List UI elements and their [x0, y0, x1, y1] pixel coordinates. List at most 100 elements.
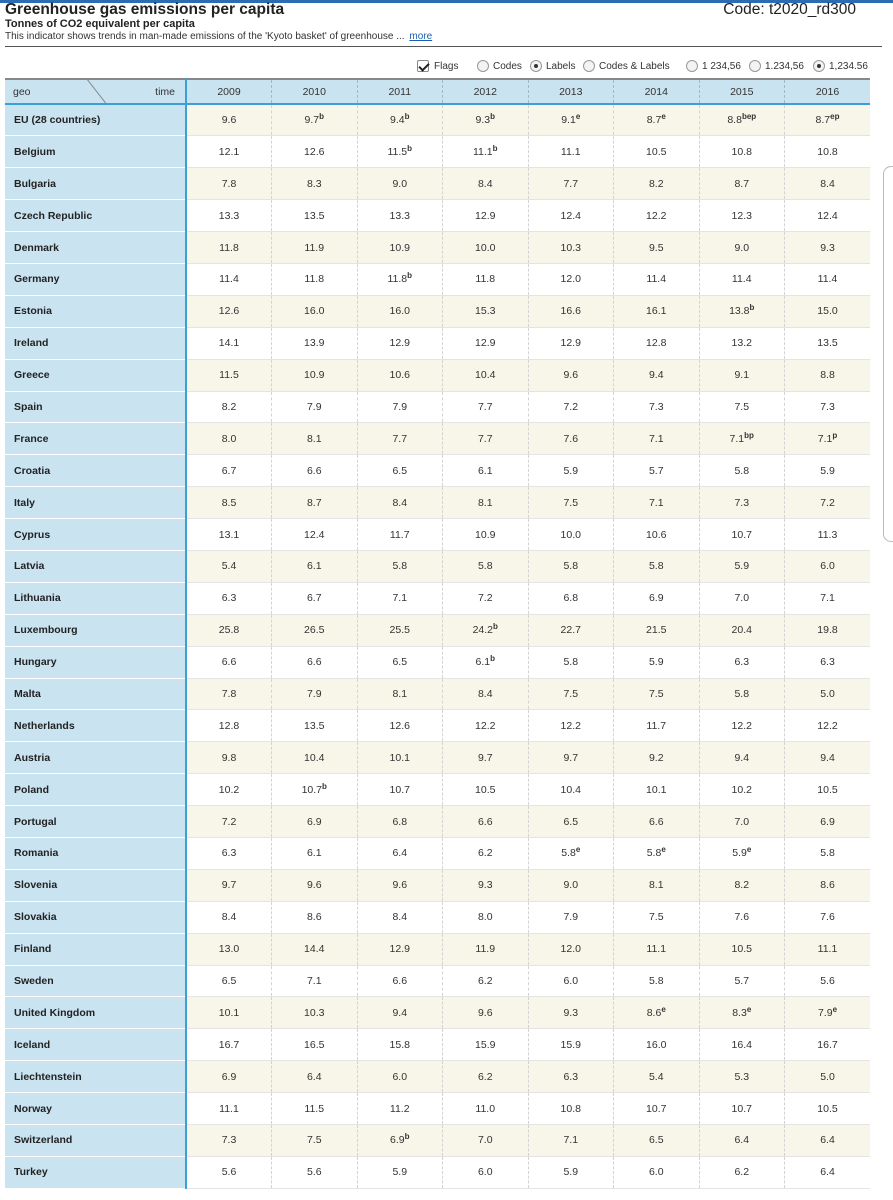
format-space-comma-option[interactable]: 1 234,56: [686, 58, 741, 74]
geo-label[interactable]: Switzerland: [5, 1124, 187, 1157]
geo-label[interactable]: Bulgaria: [5, 167, 187, 201]
geo-label[interactable]: Slovenia: [5, 869, 187, 902]
year-header[interactable]: 2011: [356, 78, 443, 105]
geo-label[interactable]: Finland: [5, 933, 187, 966]
value-cell: 20.4: [698, 614, 785, 647]
cell-value: 13.1: [218, 528, 240, 541]
geo-label[interactable]: Portugal: [5, 805, 187, 838]
codes-labels-radio-option[interactable]: Codes & Labels: [583, 58, 670, 74]
geo-label[interactable]: EU (28 countries): [5, 104, 187, 137]
codes-radio[interactable]: [477, 60, 489, 72]
cell-value: 6.3: [221, 847, 237, 860]
year-header[interactable]: 2009: [185, 78, 272, 105]
value-cell: 15.0: [784, 295, 870, 328]
value-cell: 6.6: [185, 646, 272, 679]
side-scroll-handle[interactable]: [883, 166, 893, 542]
cell-value: 10.4: [560, 783, 581, 796]
geo-label[interactable]: Estonia: [5, 295, 187, 328]
value-cell: 6.9b: [356, 1124, 443, 1157]
year-header[interactable]: 2014: [613, 78, 699, 105]
cell-value: 10.9: [304, 369, 325, 382]
cell-value: 10.2: [218, 783, 240, 796]
geo-label[interactable]: Cyprus: [5, 518, 187, 551]
geo-label[interactable]: Latvia: [5, 550, 187, 583]
year-header[interactable]: 2015: [698, 78, 785, 105]
labels-radio[interactable]: [530, 60, 542, 72]
cell-value: 5.6: [221, 1166, 237, 1179]
value-cell: 11.9: [442, 933, 528, 966]
cell-value: 6.0: [820, 560, 835, 573]
table-row: Greece 11.5 10.9 10.6 10.4 9.6 9.4 9.1 8.8: [5, 359, 870, 392]
geo-label[interactable]: Belgium: [5, 135, 187, 169]
codes-labels-radio[interactable]: [583, 60, 595, 72]
format-dot-comma-option[interactable]: 1.234,56: [749, 58, 804, 74]
year-header[interactable]: 2016: [784, 78, 870, 105]
geo-label[interactable]: Lithuania: [5, 582, 187, 615]
year-header[interactable]: 2010: [271, 78, 357, 105]
value-cell: 6.9: [613, 582, 699, 615]
codes-radio-option[interactable]: Codes: [477, 58, 522, 74]
geo-label[interactable]: Liechtenstein: [5, 1060, 187, 1094]
geo-label[interactable]: Turkey: [5, 1156, 187, 1189]
cell-value: 9.4: [392, 1006, 408, 1019]
cell-value: 15.9: [475, 1038, 496, 1051]
value-cell: 8.4: [356, 901, 443, 934]
geo-label[interactable]: Italy: [5, 486, 187, 520]
geo-label[interactable]: Czech Republic: [5, 199, 187, 233]
geo-label[interactable]: Luxembourg: [5, 614, 187, 647]
value-cell: 11.3: [784, 518, 870, 551]
geo-label[interactable]: Slovakia: [5, 901, 187, 934]
geo-label[interactable]: Poland: [5, 773, 187, 807]
geo-label[interactable]: France: [5, 422, 187, 456]
cell-value: 5.8: [392, 560, 408, 573]
value-cell: 9.8: [185, 741, 272, 775]
cell-value: 8.0: [221, 432, 237, 445]
geo-label[interactable]: Croatia: [5, 454, 187, 488]
cell-value: 11.3: [817, 528, 838, 541]
format-comma-dot-radio[interactable]: [813, 60, 825, 72]
cell-value: 7.1: [648, 432, 664, 445]
format-comma-dot-option[interactable]: 1,234.56: [813, 58, 868, 74]
value-cell: 6.9: [271, 805, 357, 838]
flags-checkbox[interactable]: [417, 60, 429, 72]
format-dot-comma-radio[interactable]: [749, 60, 761, 72]
geo-label[interactable]: Iceland: [5, 1028, 187, 1062]
flags-label: Flags: [434, 60, 459, 72]
value-cell: 10.4: [271, 741, 357, 775]
geo-label[interactable]: Ireland: [5, 327, 187, 360]
value-cell: 16.7: [784, 1028, 870, 1062]
cell-value: 8.4: [820, 177, 835, 190]
geo-label[interactable]: United Kingdom: [5, 996, 187, 1030]
cell-value: 5.4: [648, 1070, 664, 1083]
table-row: Romania 6.3 6.1 6.4 6.2 5.8e 5.8e 5.9e 5.8: [5, 837, 870, 870]
cell-value: 9.0: [563, 879, 579, 892]
labels-radio-option[interactable]: Labels: [530, 58, 575, 74]
value-cell: 10.3: [527, 231, 614, 264]
more-link[interactable]: more: [409, 31, 433, 42]
geo-label[interactable]: Romania: [5, 837, 187, 870]
year-header[interactable]: 2013: [527, 78, 614, 105]
cell-value: 10.5: [817, 783, 838, 796]
format-comma-dot-label: 1,234.56: [829, 60, 868, 72]
geo-label[interactable]: Netherlands: [5, 709, 187, 743]
geo-label[interactable]: Denmark: [5, 231, 187, 264]
cell-value: 21.5: [646, 624, 667, 637]
geo-label[interactable]: Greece: [5, 359, 187, 392]
geo-label[interactable]: Austria: [5, 741, 187, 775]
geo-label[interactable]: Sweden: [5, 965, 187, 998]
cell-value: 6.1: [306, 847, 322, 860]
cell-value: 9.7: [221, 879, 237, 892]
cell-value: 8.7: [734, 177, 750, 190]
geo-label[interactable]: Norway: [5, 1092, 187, 1125]
geo-label[interactable]: Spain: [5, 391, 187, 424]
table-row: Finland 13.0 14.4 12.9 11.9 12.0 11.1 10.5 11.1: [5, 933, 870, 966]
format-space-comma-radio[interactable]: [686, 60, 698, 72]
geo-label[interactable]: Hungary: [5, 646, 187, 679]
value-cell: 13.9: [271, 327, 357, 360]
geo-label[interactable]: Germany: [5, 263, 187, 296]
year-header[interactable]: 2012: [442, 78, 528, 105]
value-cell: 11.8b: [356, 263, 443, 296]
cell-value: 5.9: [563, 1166, 579, 1179]
geo-label[interactable]: Malta: [5, 678, 187, 711]
flags-checkbox-option[interactable]: Flags: [417, 58, 458, 74]
